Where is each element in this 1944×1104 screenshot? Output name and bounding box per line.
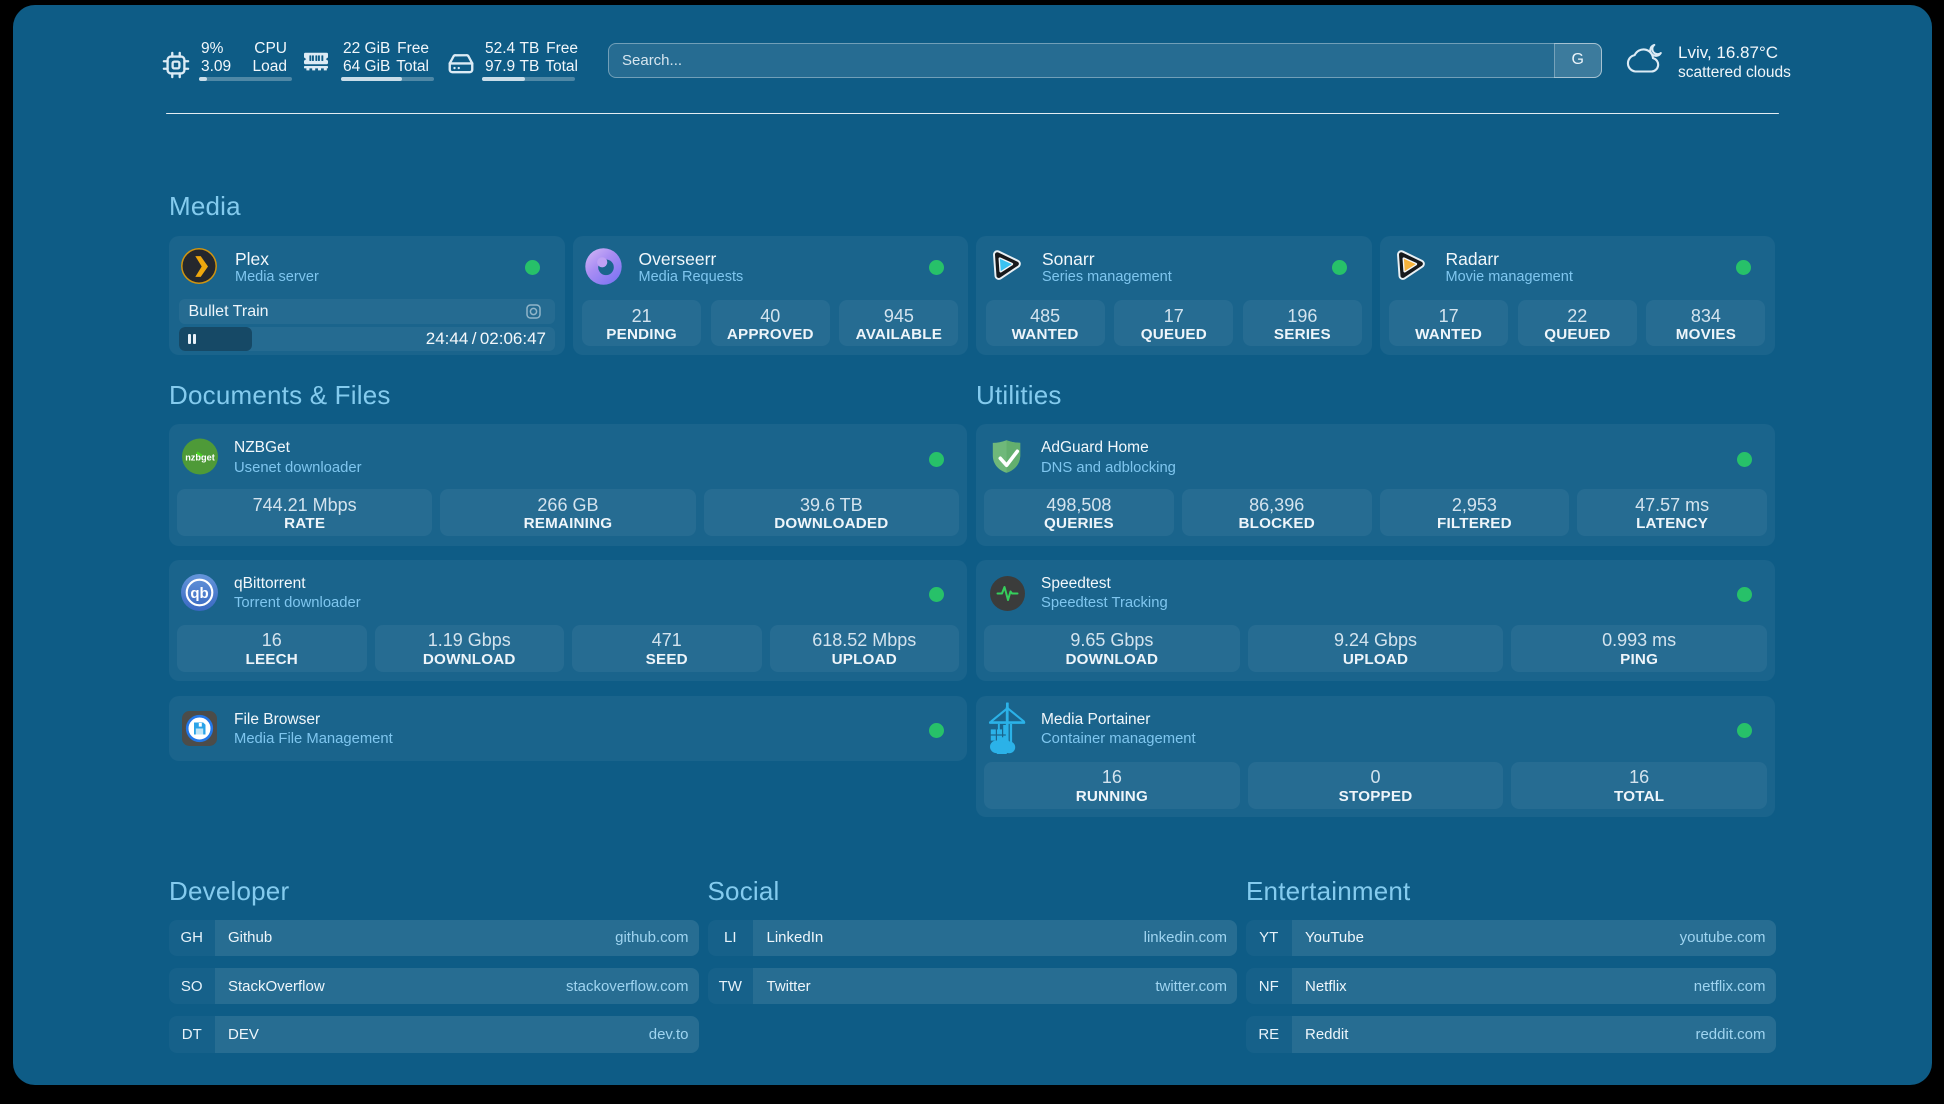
svg-text:nzbget: nzbget (185, 453, 215, 463)
svg-text:qb: qb (190, 585, 208, 602)
